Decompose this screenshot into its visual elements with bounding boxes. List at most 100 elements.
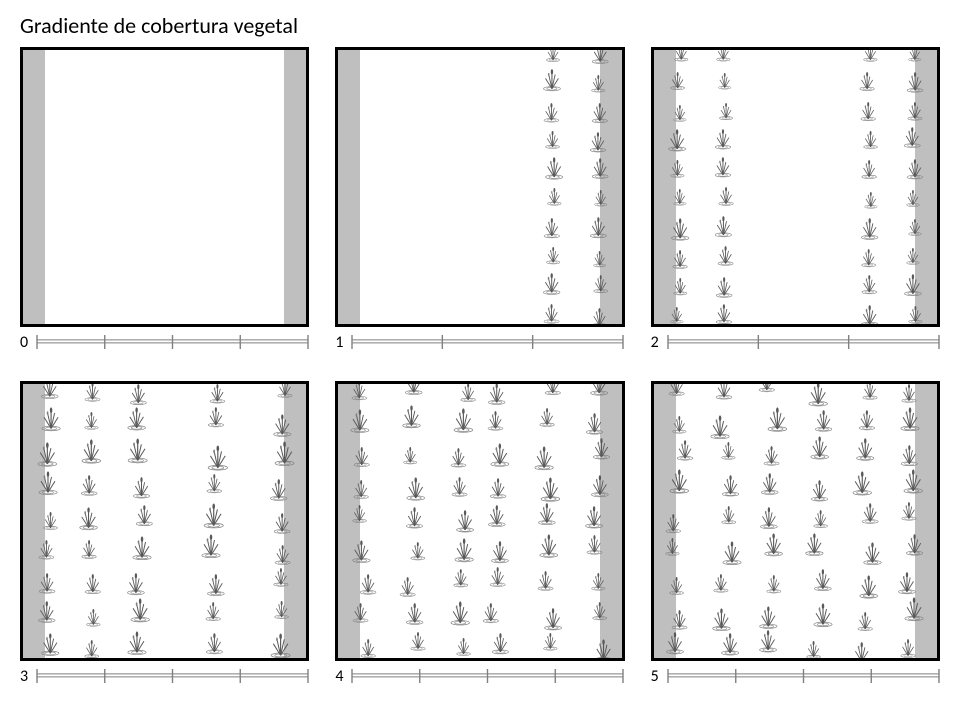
- panel-label: 0: [20, 333, 36, 352]
- panel-sidebar-left: [654, 384, 676, 658]
- plant-icon: [126, 597, 154, 630]
- panel-2: 2: [651, 47, 940, 353]
- plant-icon: [810, 568, 836, 599]
- plant-icon: [848, 470, 876, 503]
- panel-legend: 3: [20, 665, 309, 687]
- plant-icon: [81, 411, 102, 437]
- plant-icon: [858, 274, 881, 302]
- plant-icon: [541, 156, 567, 187]
- plant-icon: [717, 632, 743, 661]
- plant-icon: [407, 631, 429, 658]
- plant-icon: [861, 191, 881, 216]
- plant-icon: [712, 381, 736, 407]
- plant-icon: [407, 541, 429, 568]
- panel-sidebar-left: [23, 50, 45, 324]
- plant-icon: [75, 506, 102, 538]
- plant-icon: [128, 535, 156, 568]
- plant-icon: [479, 602, 503, 631]
- plant-icon: [711, 215, 736, 245]
- plant-icon: [487, 540, 513, 571]
- panel-sidebar-left: [338, 50, 360, 324]
- plant-icon: [203, 573, 229, 604]
- panel-sidebar-right: [915, 50, 937, 324]
- plant-icon: [542, 130, 563, 156]
- plant-icon: [715, 72, 734, 96]
- plant-icon: [452, 509, 478, 540]
- plant-icon: [859, 381, 881, 407]
- plant-icon: [857, 101, 879, 128]
- plant-icon: [448, 476, 471, 504]
- panel-0: 0: [20, 47, 309, 353]
- plant-icon: [810, 509, 831, 535]
- page-title: Gradiente de cobertura vegetal: [20, 12, 940, 39]
- plant-icon: [804, 381, 832, 414]
- plant-icon: [755, 605, 782, 637]
- plant-icon: [123, 437, 152, 471]
- plant-icon: [486, 566, 509, 594]
- panel-legend: 4: [335, 665, 624, 687]
- plant-icon: [711, 156, 735, 185]
- ruler: [667, 333, 940, 351]
- ruler: [351, 667, 624, 685]
- panel-legend: 1: [335, 331, 624, 353]
- plant-icon: [129, 476, 154, 506]
- plant-icon: [809, 602, 837, 635]
- plant-icon: [540, 632, 561, 658]
- plant-icon: [858, 502, 882, 531]
- plant-icon: [199, 502, 228, 536]
- panel-4: 4: [335, 381, 624, 687]
- plant-icon: [486, 442, 514, 475]
- plant-icon: [859, 541, 886, 573]
- plant-icon: [484, 410, 507, 438]
- panel-label: 4: [335, 667, 351, 686]
- panel-box: [335, 47, 624, 327]
- plant-icon: [449, 407, 478, 441]
- panel-box: [20, 381, 309, 661]
- plant-icon: [857, 304, 882, 327]
- plant-icon: [203, 444, 233, 479]
- plant-icon: [540, 102, 563, 130]
- plant-icon: [402, 476, 429, 508]
- plant-icon: [202, 632, 227, 661]
- plant-icon: [535, 533, 563, 566]
- plant-icon: [673, 439, 697, 468]
- plant-icon: [541, 381, 565, 403]
- plant-icon: [126, 383, 151, 413]
- plant-icon: [715, 186, 737, 213]
- plant-icon: [713, 47, 734, 69]
- panel-sidebar-right: [284, 384, 306, 658]
- panel-3: 3: [20, 381, 309, 687]
- plant-icon: [860, 47, 881, 69]
- ruler: [36, 333, 309, 351]
- plant-icon: [398, 404, 425, 436]
- plant-icon: [77, 438, 106, 472]
- plant-icon: [807, 479, 832, 509]
- panel-label: 1: [335, 333, 351, 352]
- plant-icon: [760, 532, 787, 564]
- plant-icon: [450, 568, 472, 595]
- plant-icon: [530, 445, 558, 478]
- plant-icon: [206, 383, 229, 411]
- panel-sidebar-left: [654, 50, 676, 324]
- plant-icon: [81, 573, 105, 602]
- plant-icon: [849, 641, 874, 661]
- plant-icon: [755, 381, 779, 400]
- plant-icon: [81, 381, 104, 409]
- plant-icon: [544, 187, 565, 213]
- plant-icon: [447, 447, 470, 475]
- panel-legend: 0: [20, 331, 309, 353]
- panel-label: 5: [651, 667, 667, 686]
- plant-icon: [204, 406, 228, 435]
- panel-sidebar-right: [600, 384, 622, 658]
- plant-icon: [77, 474, 101, 503]
- plant-icon: [400, 446, 420, 471]
- panel-5: 5: [651, 381, 940, 687]
- plant-icon: [401, 381, 427, 402]
- ruler: [36, 667, 309, 685]
- plant-icon: [763, 406, 792, 440]
- plant-icon: [484, 382, 509, 412]
- plant-icon: [540, 217, 564, 246]
- plant-icon: [856, 71, 878, 98]
- plant-icon: [488, 632, 513, 661]
- plant-icon: [718, 540, 746, 573]
